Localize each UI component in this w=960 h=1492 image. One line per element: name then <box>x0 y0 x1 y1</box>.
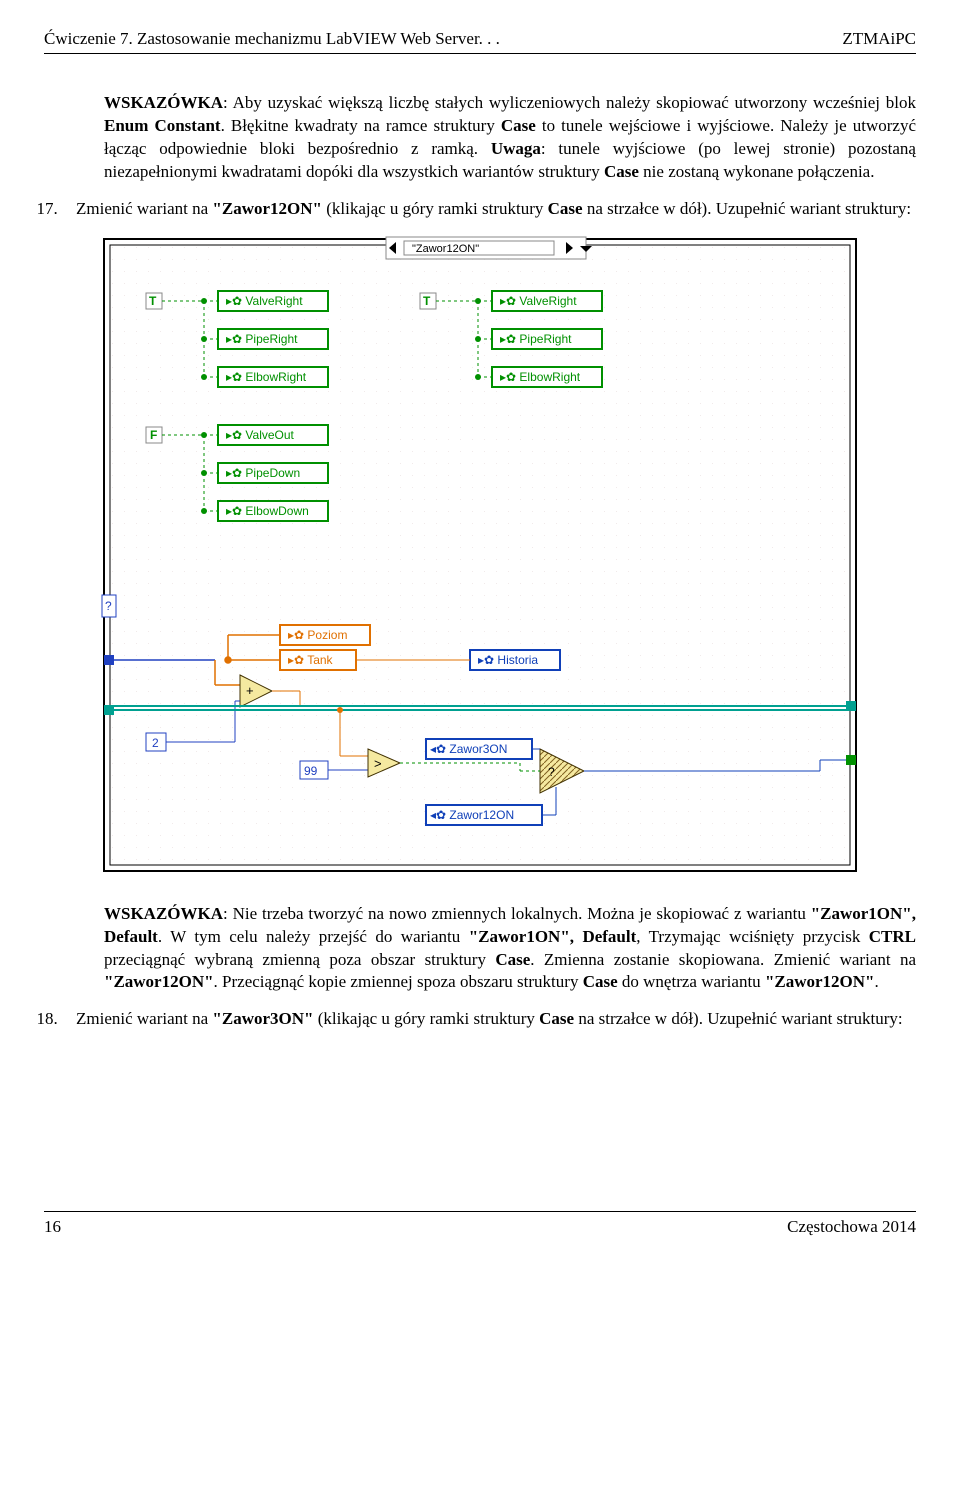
tip2-b6: Case <box>583 972 618 991</box>
step17-b2: Case <box>548 199 583 218</box>
step18-t3: na strzałce w dół). Uzupełnić wariant st… <box>574 1009 903 1028</box>
case-label: "Zawor12ON" <box>412 243 479 255</box>
tip2-t5: . Zmienna zostanie skopiowana. Zmienić w… <box>530 950 916 969</box>
svg-text:T: T <box>423 294 431 308</box>
tip2-t8: . <box>874 972 878 991</box>
tip1-b1: Enum Constant <box>104 116 221 135</box>
tip2-b2: "Zawor1ON", Default <box>469 927 637 946</box>
tip2-b3: CTRL <box>869 927 916 946</box>
svg-text:▸✿ PipeRight: ▸✿ PipeRight <box>500 332 572 346</box>
tip2-t7: do wnętrza wariantu <box>618 972 765 991</box>
tip1-b3: Uwaga <box>491 139 541 158</box>
case-selector[interactable]: "Zawor12ON" <box>386 237 592 259</box>
tip1-b4: Case <box>604 162 639 181</box>
svg-text:99: 99 <box>304 764 318 778</box>
step18-t1: Zmienić wariant na <box>76 1009 212 1028</box>
step17-b1: "Zawor12ON" <box>212 199 322 218</box>
tip2-b4: Case <box>495 950 530 969</box>
tip1-body: : Aby uzyskać większą liczbę stałych wyl… <box>223 93 916 112</box>
header-rule <box>44 53 916 54</box>
tip1-b2: Case <box>501 116 536 135</box>
footer-rule <box>44 1211 916 1212</box>
svg-text:▸✿ ValveRight: ▸✿ ValveRight <box>226 294 303 308</box>
step17-t2: (klikając u góry ramki struktury <box>322 199 548 218</box>
tip2-paragraph: WSKAZÓWKA: Nie trzeba tworzyć na nowo zm… <box>104 903 916 995</box>
svg-text:◂✿ Zawor3ON: ◂✿ Zawor3ON <box>430 742 507 756</box>
tip1-lead: WSKAZÓWKA <box>104 93 223 112</box>
svg-text:▸✿ ElbowDown: ▸✿ ElbowDown <box>226 504 309 518</box>
header-left: Ćwiczenie 7. Zastosowanie mechanizmu Lab… <box>44 28 500 51</box>
svg-text:▸✿ PipeRight: ▸✿ PipeRight <box>226 332 298 346</box>
svg-text:?: ? <box>548 765 555 779</box>
step17-t3: na strzałce w dół). Uzupełnić wariant st… <box>583 199 912 218</box>
svg-text:▸✿ PipeDown: ▸✿ PipeDown <box>226 466 300 480</box>
svg-text:▸✿ ElbowRight: ▸✿ ElbowRight <box>500 370 581 384</box>
svg-text:◂✿ Zawor12ON: ◂✿ Zawor12ON <box>430 808 514 822</box>
svg-text:▸✿ ValveRight: ▸✿ ValveRight <box>500 294 577 308</box>
tip1-body5: nie zostaną wykonane połączenia. <box>639 162 875 181</box>
svg-text:F: F <box>150 428 157 442</box>
svg-text:▸✿ Historia: ▸✿ Historia <box>478 653 538 667</box>
tip2-t4: przeciągnąć wybraną zmienną poza obszar … <box>104 950 495 969</box>
labview-diagram: "Zawor12ON" ? T ▸✿ ValveRight ▸✿ PipeRig… <box>100 235 860 875</box>
svg-text:▸✿ Poziom: ▸✿ Poziom <box>288 628 347 642</box>
header-right: ZTMAiPC <box>842 28 916 51</box>
svg-text:▸✿ Tank: ▸✿ Tank <box>288 653 334 667</box>
svg-text:?: ? <box>105 599 112 613</box>
step-18: Zmienić wariant na "Zawor3ON" (klikając … <box>62 1008 916 1031</box>
svg-text:+: + <box>246 683 254 698</box>
svg-text:2: 2 <box>152 736 159 750</box>
tip2-t2: . W tym celu należy przejść do wariantu <box>158 927 469 946</box>
tip1-body2: . Błękitne kwadraty na ramce struktury <box>221 116 501 135</box>
tip2-b7: "Zawor12ON" <box>765 972 875 991</box>
svg-text:▸✿ ValveOut: ▸✿ ValveOut <box>226 428 295 442</box>
tip2-b5: "Zawor12ON" <box>104 972 214 991</box>
tip2-t6: . Przeciągnąć kopie zmiennej spoza obsza… <box>214 972 583 991</box>
tip2-t1: : Nie trzeba tworzyć na nowo zmiennych l… <box>223 904 811 923</box>
step18-t2: (klikając u góry ramki struktury <box>313 1009 539 1028</box>
svg-text:▸✿ ElbowRight: ▸✿ ElbowRight <box>226 370 307 384</box>
svg-text:T: T <box>149 294 157 308</box>
page-number: 16 <box>44 1216 61 1239</box>
footer-right: Częstochowa 2014 <box>787 1216 916 1239</box>
step-17: Zmienić wariant na "Zawor12ON" (klikając… <box>62 198 916 221</box>
tip1-paragraph: WSKAZÓWKA: Aby uzyskać większą liczbę st… <box>104 92 916 184</box>
step18-b2: Case <box>539 1009 574 1028</box>
svg-text:>: > <box>374 756 382 771</box>
step18-b1: "Zawor3ON" <box>212 1009 313 1028</box>
step17-t1: Zmienić wariant na <box>76 199 212 218</box>
tip2-t3: , Trzymając wciśnięty przycisk <box>636 927 869 946</box>
tip2-lead: WSKAZÓWKA <box>104 904 223 923</box>
